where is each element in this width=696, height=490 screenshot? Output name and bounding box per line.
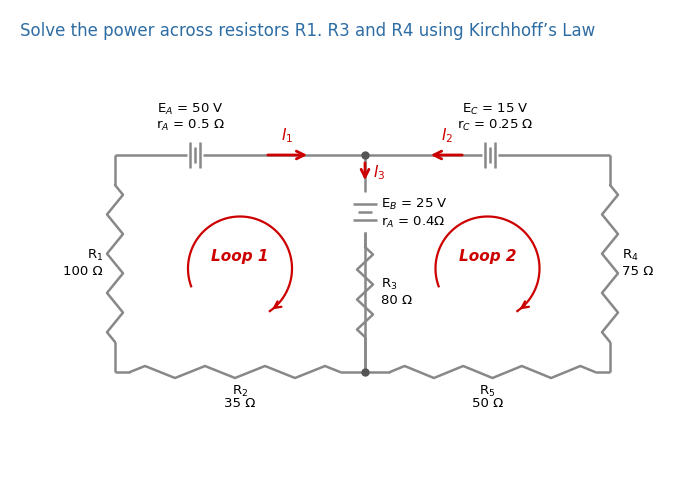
Text: 100 Ω: 100 Ω <box>63 265 103 278</box>
Text: Loop 2: Loop 2 <box>459 249 516 264</box>
Text: R$_1$: R$_1$ <box>87 248 103 263</box>
Text: R$_3$: R$_3$ <box>381 276 397 292</box>
Text: Loop 1: Loop 1 <box>212 249 269 264</box>
Text: r$_C$ = 0.25 Ω: r$_C$ = 0.25 Ω <box>457 118 533 133</box>
Text: r$_A$ = 0.4Ω: r$_A$ = 0.4Ω <box>381 215 445 229</box>
Text: $I_1$: $I_1$ <box>281 126 293 145</box>
Text: 35 Ω: 35 Ω <box>224 397 255 410</box>
Text: r$_A$ = 0.5 Ω: r$_A$ = 0.5 Ω <box>156 118 224 133</box>
Text: E$_B$ = 25 V: E$_B$ = 25 V <box>381 196 448 212</box>
Text: R$_5$: R$_5$ <box>480 384 496 399</box>
Text: 75 Ω: 75 Ω <box>622 265 654 278</box>
Text: R$_4$: R$_4$ <box>622 248 639 263</box>
Text: $I_2$: $I_2$ <box>441 126 453 145</box>
Text: E$_A$ = 50 V: E$_A$ = 50 V <box>157 102 223 117</box>
Text: R$_2$: R$_2$ <box>232 384 248 399</box>
Text: E$_C$ = 15 V: E$_C$ = 15 V <box>461 102 528 117</box>
Text: 50 Ω: 50 Ω <box>472 397 503 410</box>
Text: Solve the power across resistors R1. R3 and R4 using Kirchhoff’s Law: Solve the power across resistors R1. R3 … <box>20 22 595 40</box>
Text: 80 Ω: 80 Ω <box>381 294 412 307</box>
Text: $I_3$: $I_3$ <box>373 164 386 182</box>
